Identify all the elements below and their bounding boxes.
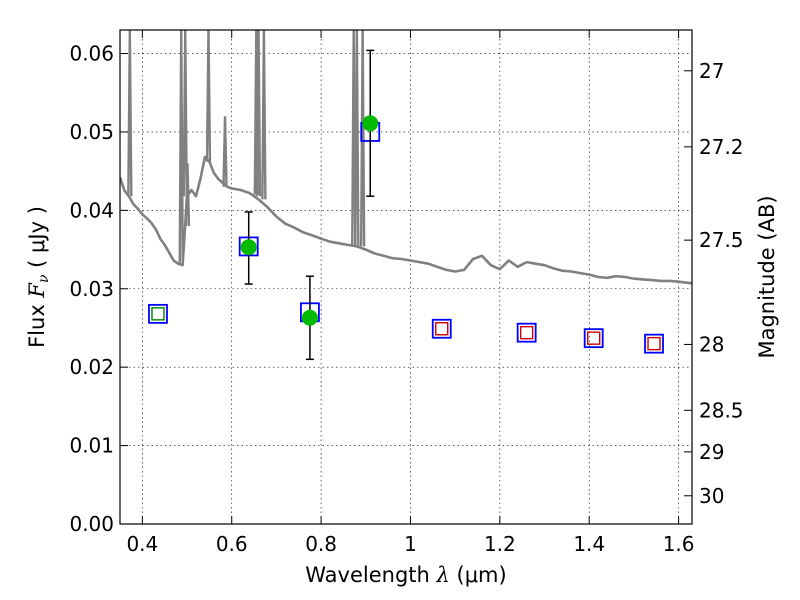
- x-tick-label: 0.6: [216, 532, 248, 556]
- blue-square-marker: [583, 328, 604, 349]
- y-tick-label: 0.03: [69, 277, 114, 301]
- measurement-point: [240, 239, 257, 256]
- y2-tick-label: 30: [699, 484, 724, 508]
- axis-ticks: 0.4 0.6 0.8 1 1.2 1.4 1.6 0.00 0.01 0.02 0.03 0.04 0…: [69, 30, 744, 556]
- y2-tick-label: 28: [699, 332, 724, 356]
- y2-tick-label: 28.5: [699, 398, 744, 422]
- blue-square-marker: [644, 333, 664, 354]
- y-tick-label: 0.05: [69, 120, 114, 144]
- x-axis-label-prefix: Wavelength: [305, 563, 436, 587]
- y-axis-label-suffix: ( μJy ): [25, 206, 49, 274]
- red-square-marker: [647, 336, 661, 351]
- y-tick-label: 0.01: [69, 434, 114, 458]
- y-tick-label: 0.00: [69, 512, 114, 536]
- spectrum-spike: [359, 30, 366, 247]
- x-axis-label: Wavelength λ (μm): [305, 563, 506, 587]
- spectrum-spike: [178, 30, 184, 266]
- x-tick-label: 1: [404, 532, 417, 556]
- y2-tick-label: 29: [699, 440, 724, 464]
- x-tick-label: 0.4: [126, 532, 158, 556]
- photometry-markers: [148, 49, 664, 361]
- blue-square-marker: [431, 318, 452, 339]
- spectrum-spike: [261, 30, 267, 200]
- y-tick-label: 0.06: [69, 42, 114, 66]
- spectrum-spike: [255, 30, 262, 197]
- blue-square-marker: [148, 303, 168, 324]
- measurement-point: [362, 115, 379, 132]
- y-tick-label: 0.02: [69, 355, 114, 379]
- spectrum-spike: [354, 30, 360, 246]
- spectrum-line: [120, 155, 692, 285]
- y2-tick-label: 27.2: [699, 135, 744, 159]
- red-square-marker: [519, 325, 534, 340]
- spectrum-spike: [205, 30, 212, 162]
- spectrum-spike: [127, 30, 133, 197]
- x-tick-label: 1.6: [663, 532, 695, 556]
- y2-tick-label: 27.5: [699, 228, 744, 252]
- spectrum-spike: [184, 163, 191, 227]
- y-axis-label: Flux Fν ( μJy ): [25, 206, 52, 348]
- measurement-point: [301, 309, 318, 326]
- green-square-marker: [151, 307, 165, 321]
- spectrum-spike: [222, 116, 228, 187]
- y2-tick-label: 27: [699, 59, 724, 83]
- plot-frame: [119, 29, 693, 525]
- x-tick-label: 1.4: [573, 532, 605, 556]
- blue-square-marker: [516, 322, 537, 343]
- x-axis-label-symbol: λ: [436, 563, 450, 587]
- y-axis-label-symbol: F: [25, 282, 49, 299]
- x-tick-label: 1.2: [484, 532, 516, 556]
- red-square-marker: [435, 322, 449, 336]
- red-square-marker: [586, 331, 601, 345]
- x-axis-label-suffix: (μm): [450, 563, 507, 587]
- y-axis-label-subscript: ν: [36, 274, 52, 283]
- y-tick-label: 0.04: [69, 198, 114, 222]
- x-tick-label: 0.8: [305, 532, 337, 556]
- right-axis-label: Magnitude (AB): [755, 195, 779, 358]
- spectrum-spike: [182, 30, 188, 197]
- model-spectrum: [120, 30, 692, 285]
- y-axis-label-prefix: Flux: [25, 298, 49, 348]
